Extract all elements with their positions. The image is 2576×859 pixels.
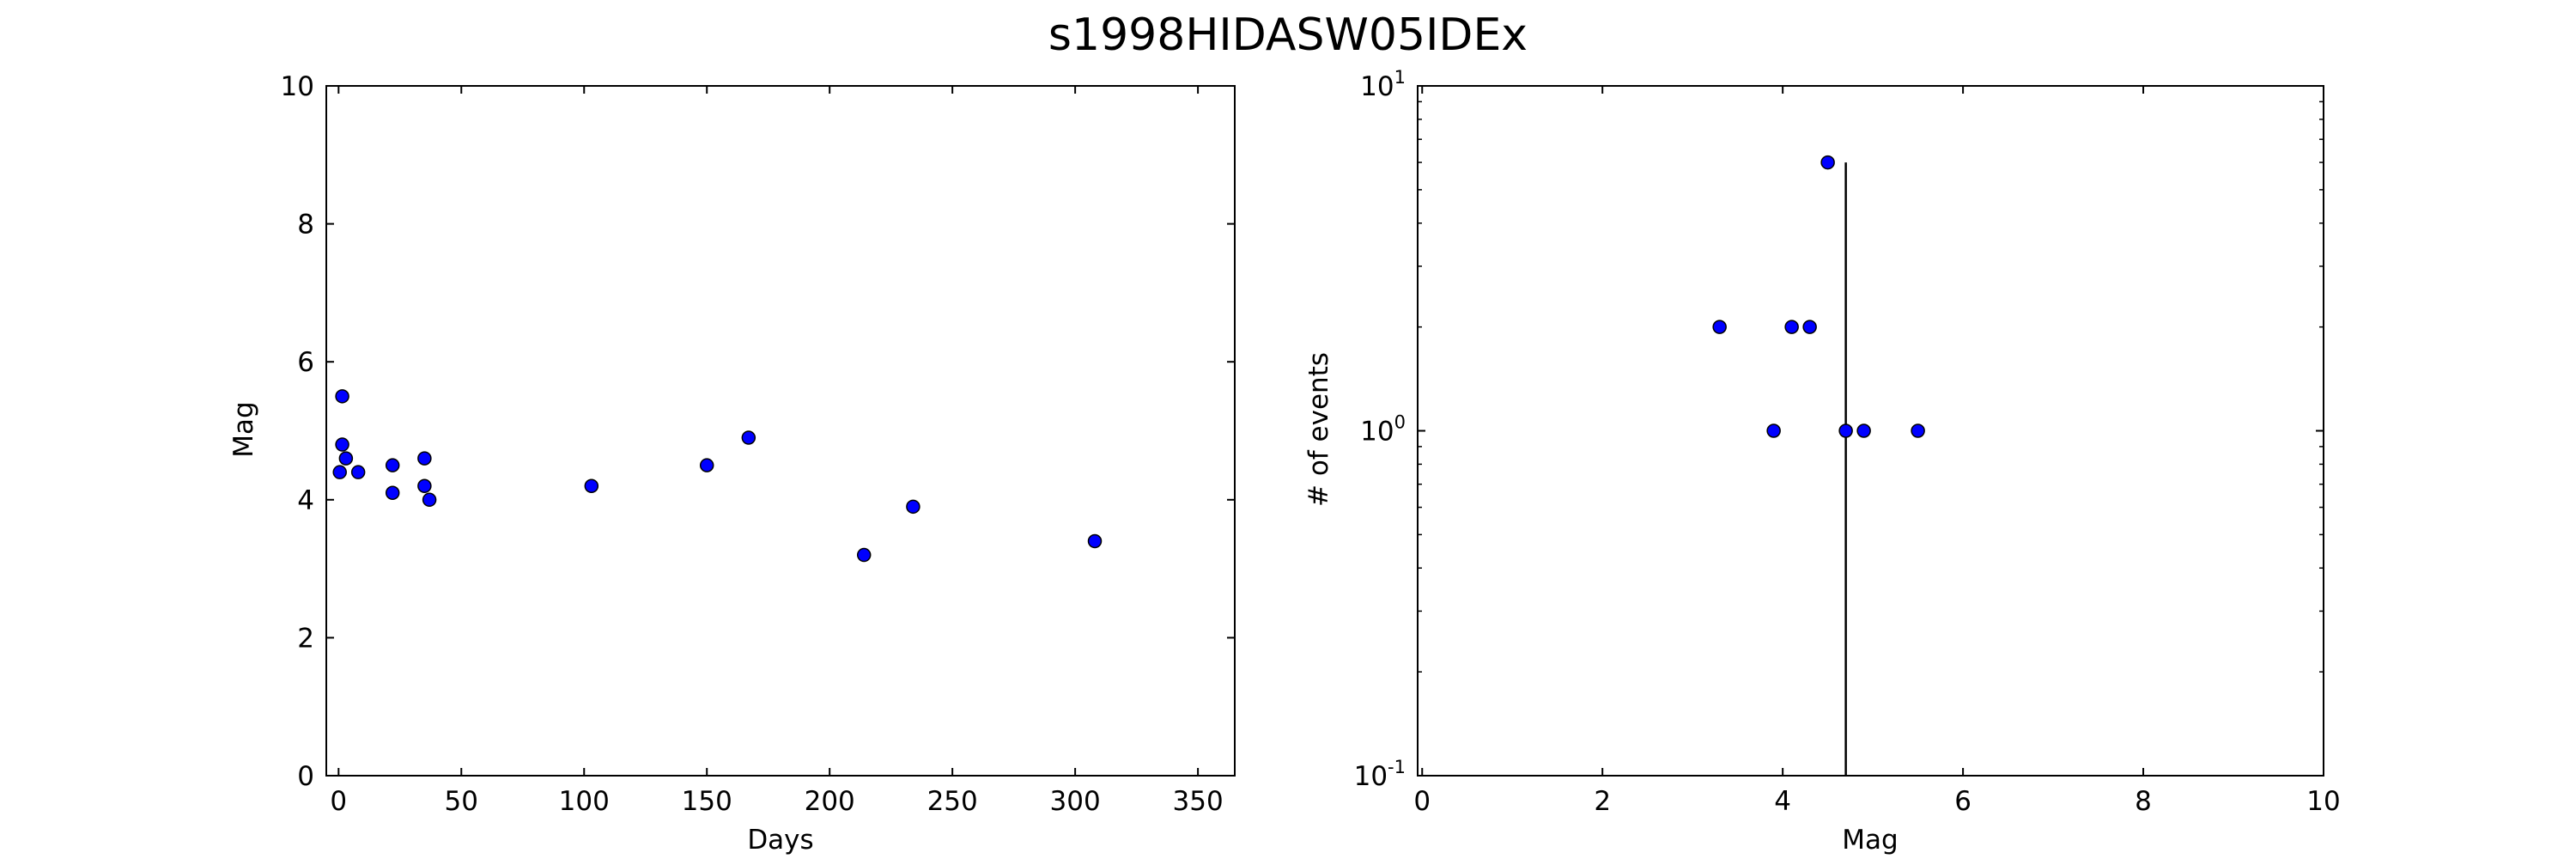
magnitude-time-panel: Mag Days 0 50 100 150 200 250 300 350 0 2 4 6 8 10 — [228, 71, 1236, 856]
x-tick-label: 0 — [330, 786, 347, 817]
y-tick-exponent: -1 — [1388, 757, 1406, 777]
data-point — [385, 458, 400, 472]
y-tick-exponent: 0 — [1394, 412, 1406, 433]
y-tick-label: 100 — [1360, 412, 1406, 448]
right-y-axis-label: # of events — [1303, 352, 1334, 507]
x-tick-label: 8 — [2135, 786, 2152, 817]
data-point — [417, 451, 432, 466]
x-tick-label: 4 — [1774, 786, 1791, 817]
y-tick-label: 101 — [1360, 67, 1406, 102]
x-tick-label: 0 — [1413, 786, 1431, 817]
data-point — [417, 478, 432, 493]
x-tick-label: 50 — [445, 786, 478, 817]
plot-frame — [325, 85, 1236, 777]
y-tick-label: 6 — [297, 347, 314, 378]
data-point — [1784, 320, 1799, 334]
y-tick-label: 8 — [297, 210, 314, 241]
data-point — [1766, 423, 1781, 438]
data-point — [332, 465, 347, 479]
data-point — [1838, 423, 1853, 438]
data-point — [1712, 320, 1727, 334]
data-point — [385, 485, 400, 501]
data-point — [1911, 423, 1925, 438]
data-point — [584, 478, 599, 493]
x-tick-label: 300 — [1050, 786, 1101, 817]
x-tick-label: 350 — [1173, 786, 1224, 817]
y-tick-label: 0 — [297, 761, 314, 792]
x-tick-label: 100 — [559, 786, 610, 817]
y-tick-label: 2 — [297, 623, 314, 654]
y-tick-exponent: 1 — [1394, 67, 1406, 88]
right-x-axis-label: Mag — [1842, 825, 1898, 856]
data-point — [350, 465, 366, 479]
data-point — [1087, 533, 1103, 549]
data-point — [856, 547, 872, 563]
data-point — [335, 389, 349, 404]
data-point — [422, 492, 437, 508]
x-tick-label: 200 — [805, 786, 855, 817]
left-y-axis-label: Mag — [228, 401, 259, 457]
data-point — [1820, 155, 1835, 170]
figure-title: s1998HIDASW05IDEx — [1048, 9, 1528, 61]
x-tick-label: 2 — [1594, 786, 1611, 817]
y-tick-label: 4 — [297, 485, 314, 516]
left-x-axis-label: Days — [747, 825, 813, 856]
x-tick-label: 6 — [1954, 786, 1971, 817]
x-tick-label: 150 — [682, 786, 732, 817]
data-point — [1802, 320, 1817, 334]
x-tick-label: 10 — [2306, 786, 2340, 817]
y-tick-label: 10 — [281, 71, 314, 102]
data-point — [1856, 423, 1871, 438]
y-tick-label: 10-1 — [1354, 757, 1406, 792]
data-point — [338, 451, 354, 466]
data-point — [906, 499, 920, 515]
data-point — [741, 430, 756, 445]
data-point — [699, 458, 714, 472]
data-point — [335, 437, 349, 452]
x-tick-label: 250 — [927, 786, 978, 817]
